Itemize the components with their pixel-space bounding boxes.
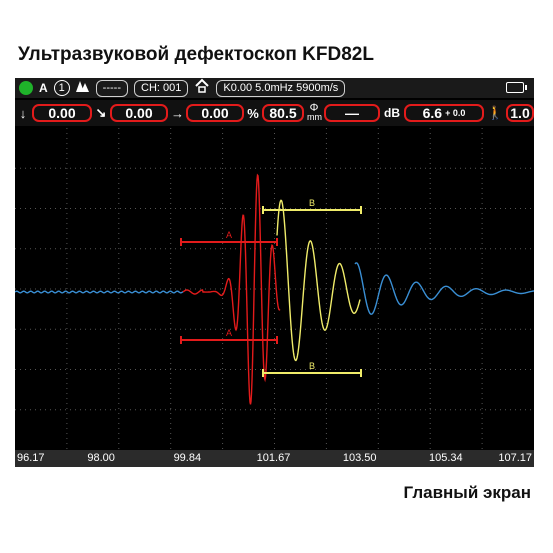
gate-b-upper-label: B <box>309 198 315 208</box>
depth-value-box[interactable]: 0.00 <box>32 104 92 122</box>
channel-badge[interactable]: 1 <box>53 80 70 96</box>
probe-info-pill[interactable]: K0.00 5.0mHz 5900m/s <box>216 79 346 97</box>
scope-grid <box>15 128 534 450</box>
baseline-right <box>354 262 534 315</box>
db-icon: dB <box>384 106 400 120</box>
diameter-icon: Φ mm <box>307 102 322 122</box>
diameter-unit: mm <box>307 112 322 122</box>
flaw-detector-screen: A 1 ----- CH: 001 K0.00 5.0mHz 5900m/s ↓… <box>15 78 534 467</box>
baseline-signal <box>15 262 534 315</box>
surface-value-box[interactable]: 0.00 <box>110 104 168 122</box>
probe-icon <box>194 78 210 98</box>
battery-icon <box>506 82 527 93</box>
signal-b-trace <box>276 199 361 362</box>
x-axis-tick-label: 98.00 <box>87 452 115 464</box>
diameter-value-box[interactable]: — <box>324 104 380 122</box>
gain-offset: + 0.0 <box>445 108 466 118</box>
x-axis-bar: 96.17 98.00 99.84 101.67 103.50 105.34 107.17 <box>15 450 534 467</box>
mode-letter: A <box>39 81 48 95</box>
x-axis-tick-label: 107.17 <box>498 452 532 464</box>
status-bar: A 1 ----- CH: 001 K0.00 5.0mHz 5900m/s <box>15 78 534 98</box>
walking-person-icon: 🚶 <box>487 105 504 120</box>
speed-value-box[interactable]: 1.0 <box>506 104 534 122</box>
horizontal-arrow-icon: → <box>171 105 184 121</box>
channel-pill[interactable]: CH: 001 <box>134 79 189 97</box>
gates-layer: A A B B <box>180 198 362 377</box>
x-axis-tick-label: 101.67 <box>256 452 291 464</box>
percent-icon: % <box>247 105 259 121</box>
gate-a-lower-label: A <box>226 328 232 338</box>
horizontal-value-box[interactable]: 0.00 <box>186 104 244 122</box>
x-axis-tick-label: 103.50 <box>342 452 377 464</box>
screen-caption: Главный экран <box>403 483 531 502</box>
x-axis-tick-label: 96.17 <box>17 452 45 464</box>
gate-a-upper-label: A <box>226 230 232 240</box>
gate-b-signal <box>276 199 361 362</box>
a-scan-display: A A B B <box>15 128 534 450</box>
baseline-left <box>15 290 184 294</box>
status-indicator-icon <box>19 81 33 95</box>
amplitude-value-box[interactable]: 80.5 <box>262 104 304 122</box>
gain-value-box[interactable]: 6.6 + 0.0 <box>404 104 484 122</box>
peaks-icon <box>75 79 90 97</box>
page-title: Ультразвуковой дефектоскоп KFD82L <box>18 44 374 65</box>
x-axis-tick-label: 99.84 <box>173 452 202 464</box>
gate-b-lower-label: B <box>309 361 315 371</box>
x-axis-tick-label: 105.34 <box>429 452 463 464</box>
depth-arrow-icon: ↓ <box>19 105 27 121</box>
gain-value: 6.6 <box>422 105 443 121</box>
parameter-bar: ↓ 0.00 ↘ 0.00 → 0.00 % 80.5 Φ mm — dB 6.… <box>15 100 534 126</box>
diameter-symbol: Φ <box>309 102 319 114</box>
dashes-pill[interactable]: ----- <box>95 79 128 97</box>
surface-arrow-icon: ↘ <box>95 105 107 120</box>
